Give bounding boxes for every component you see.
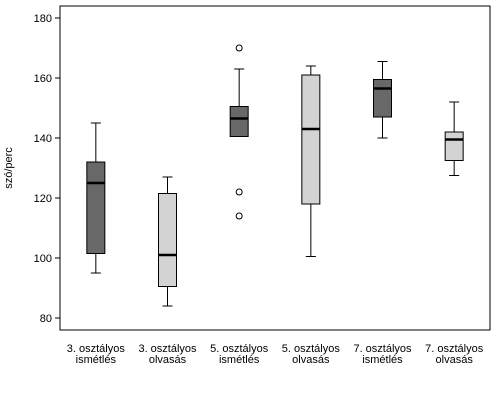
box-group (158, 176, 177, 307)
plot-frame (59, 5, 491, 331)
x-category-label-line: olvasás (436, 354, 474, 366)
box-group (229, 44, 249, 220)
y-tick-label: 140 (34, 133, 52, 145)
y-axis-title: szó/perc (3, 147, 15, 189)
y-tick-label: 160 (34, 73, 52, 85)
x-category-label: 3. osztályos olvasás (138, 343, 197, 366)
outlier-point (235, 212, 243, 220)
y-tick-label: 120 (34, 193, 52, 205)
box-group (301, 65, 321, 257)
iqr-box (158, 193, 177, 287)
x-category-label-line: olvasás (292, 354, 330, 366)
iqr-box (86, 161, 106, 254)
x-category-label-line: 3. osztályos (67, 343, 126, 355)
x-category-label: 3. osztályos ismétlés (67, 343, 126, 366)
x-category-label: 5. osztályos ismétlés (210, 343, 269, 366)
outlier-point (235, 188, 243, 196)
y-tick-label: 180 (34, 13, 52, 25)
x-category-label-line: 3. osztályos (138, 343, 197, 355)
y-tick-label: 80 (40, 313, 52, 325)
y-axis: 80 100 120 140 160 180 (34, 13, 60, 325)
y-tick-label: 100 (34, 253, 52, 265)
iqr-box (229, 106, 249, 137)
iqr-box (301, 74, 321, 205)
box-group (373, 61, 392, 139)
iqr-box (373, 79, 392, 118)
x-category-label: 7. osztályos ismétlés (353, 343, 412, 366)
x-category-label: 7. osztályos olvasás (425, 343, 484, 366)
x-category-label-line: olvasás (149, 354, 187, 366)
x-category-label: 5. osztályos olvasás (282, 343, 341, 366)
boxes-layer (86, 44, 464, 307)
x-category-label-line: ismétlés (362, 354, 403, 366)
x-category-label-line: ismétlés (76, 354, 117, 366)
outlier-point (235, 44, 243, 52)
x-category-label-line: 5. osztályos (282, 343, 341, 355)
x-category-label-line: 7. osztályos (353, 343, 412, 355)
box-group (444, 101, 464, 176)
x-category-label-line: 7. osztályos (425, 343, 484, 355)
x-category-label-line: 5. osztályos (210, 343, 269, 355)
iqr-box (444, 131, 464, 161)
box-group (86, 122, 106, 274)
x-category-label-line: ismétlés (219, 354, 260, 366)
